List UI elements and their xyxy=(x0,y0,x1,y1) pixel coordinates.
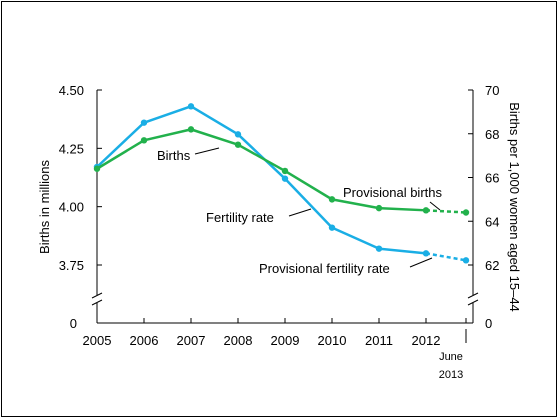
series-layer xyxy=(93,103,470,264)
x-extra-label-line2: 2013 xyxy=(439,369,463,381)
left-axis-break-mark-1 xyxy=(91,292,103,299)
right-axis-tick-label: 64 xyxy=(485,214,499,229)
labels-layer: Births Fertility rate Provisional births… xyxy=(37,102,522,381)
x-axis-tick-label: 2011 xyxy=(365,333,393,348)
right-axis-tick-label: 70 xyxy=(485,83,499,98)
x-axis-tick-label: 2009 xyxy=(271,333,300,348)
series-1-point-3 xyxy=(234,141,242,148)
provisional-fertility-rate-annotation: Provisional fertility rate xyxy=(259,261,390,276)
series-1-point-2 xyxy=(187,126,195,133)
left-axis-tick-label: 4.00 xyxy=(59,200,84,215)
x-axis-tick-label: 2006 xyxy=(130,333,159,348)
fertility-rate-leader-line xyxy=(288,208,312,217)
provisional-fertility-rate-leader-line xyxy=(409,257,433,268)
right-axis-zero-label: 0 xyxy=(485,316,492,331)
left-axis-tick-label: 3.75 xyxy=(59,258,84,273)
left-axis-tick-label: 4.50 xyxy=(59,83,84,98)
right-axis-tick-label: 62 xyxy=(485,258,499,273)
axes: 3.75 4.00 4.25 4.50 0 62 64 66 68 70 0 2005 2006 2007… xyxy=(59,83,500,348)
x-axis-tick-label: 2007 xyxy=(177,333,206,348)
right-axis-break-mark-2 xyxy=(467,299,479,306)
series-0-point-5 xyxy=(328,224,336,231)
series-line-0 xyxy=(96,105,427,255)
births-leader-line xyxy=(194,147,220,155)
right-axis-label: Births per 1,000 women aged 15–44 xyxy=(507,102,522,312)
x-axis-tick-label: 2005 xyxy=(83,333,112,348)
series-1-point-6 xyxy=(375,204,383,212)
births-annotation: Births xyxy=(157,148,191,163)
right-axis-break-mark-1 xyxy=(467,292,479,299)
right-axis-tick-label: 68 xyxy=(485,127,499,142)
series-1-point-7 xyxy=(422,207,430,214)
left-axis-break-mark-2 xyxy=(91,299,103,306)
fertility-rate-annotation: Fertility rate xyxy=(206,210,274,225)
series-1-point-5 xyxy=(328,196,336,203)
series-provisional-line-1 xyxy=(425,209,467,214)
series-0-point-1 xyxy=(140,119,148,126)
x-axis-tick-label: 2012 xyxy=(412,333,441,348)
series-1-point-4 xyxy=(281,167,289,175)
series-1-point-1 xyxy=(140,137,148,144)
left-axis-tick-label: 4.25 xyxy=(59,141,84,156)
right-axis-tick-label: 66 xyxy=(485,171,499,186)
x-axis-tick-label: 2010 xyxy=(318,333,347,348)
series-0-point-2 xyxy=(187,103,195,110)
x-extra-label-line1: June xyxy=(439,351,463,363)
series-1-point-0 xyxy=(93,165,101,172)
provisional-births-leader-line xyxy=(429,201,441,211)
left-axis-zero-label: 0 xyxy=(70,316,77,331)
series-0-point-7 xyxy=(422,250,430,257)
series-provisional-line-0 xyxy=(425,252,467,262)
series-0-point-4 xyxy=(281,175,289,182)
provisional-births-annotation: Provisional births xyxy=(343,185,442,200)
left-axis-label: Births in millions xyxy=(37,160,52,254)
series-0-point-6 xyxy=(375,245,383,252)
series-0-point-8 xyxy=(462,257,470,264)
series-1-point-8 xyxy=(462,209,470,216)
series-0-point-3 xyxy=(234,131,242,138)
x-axis-tick-label: 2008 xyxy=(224,333,253,348)
series-line-1 xyxy=(96,128,427,212)
